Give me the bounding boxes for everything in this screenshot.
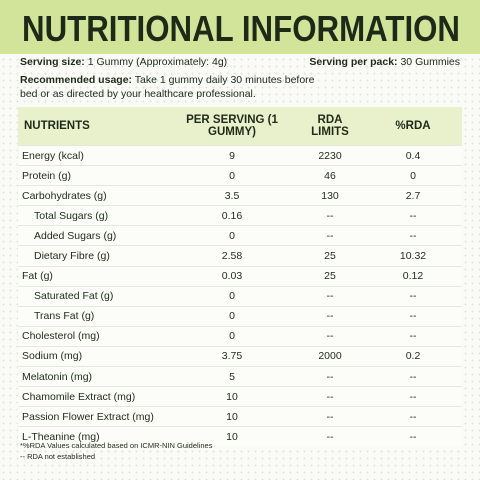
cell: 0 bbox=[168, 165, 296, 186]
cell: 2000 bbox=[296, 345, 364, 367]
serving-size: Serving size: 1 Gummy (Approximately: 4g… bbox=[20, 56, 227, 68]
usage: Recommended usage: Take 1 gummy daily 30… bbox=[20, 73, 320, 101]
column-header: %RDA bbox=[364, 107, 462, 146]
nutrient-name: Cholesterol (mg) bbox=[18, 325, 168, 347]
cell: 0 bbox=[168, 285, 296, 307]
cell: 0.2 bbox=[364, 345, 462, 367]
table-row: Saturated Fat (g) 0 -- -- bbox=[18, 285, 462, 307]
cell: -- bbox=[364, 205, 462, 226]
cell: -- bbox=[296, 305, 364, 327]
nutrient-name: Dietary Fibre (g) bbox=[18, 245, 168, 267]
cell: 10 bbox=[168, 406, 296, 427]
cell: 0 bbox=[364, 165, 462, 186]
nutrient-name: L-Theanine (mg) bbox=[18, 426, 168, 447]
cell: 9 bbox=[168, 144, 296, 166]
header-row: NUTRIENTS PER SERVING (1 GUMMY) RDA LIMITS… bbox=[18, 107, 462, 146]
cell: 10 bbox=[168, 426, 296, 447]
table-body: Energy (kcal) 9 2230 0.4 Protein (g) 0 46 0 Carb… bbox=[18, 144, 462, 447]
cell: -- bbox=[296, 366, 364, 387]
table-row: L-Theanine (mg) 10 -- -- bbox=[18, 426, 462, 447]
cell: 0.16 bbox=[168, 205, 296, 226]
cell: -- bbox=[296, 406, 364, 427]
table-row: Melatonin (mg) 5 -- -- bbox=[18, 366, 462, 387]
table-row: Added Sugars (g) 0 -- -- bbox=[18, 225, 462, 246]
cell: -- bbox=[364, 406, 462, 427]
nutrient-name: Protein (g) bbox=[18, 165, 168, 186]
cell: 0.03 bbox=[168, 265, 296, 287]
cell: -- bbox=[364, 366, 462, 387]
cell: -- bbox=[296, 205, 364, 226]
column-header: RDA LIMITS bbox=[296, 107, 364, 146]
table-row: Fat (g) 0.03 25 0.12 bbox=[18, 265, 462, 287]
table-row: Total Sugars (g) 0.16 -- -- bbox=[18, 205, 462, 226]
serving-pack-label: Serving per pack: bbox=[309, 56, 398, 68]
nutrient-name: Fat (g) bbox=[18, 265, 168, 287]
footnote: *%RDA Values calculated based on ICMR-NI… bbox=[20, 441, 213, 450]
cell: 2.7 bbox=[364, 185, 462, 206]
nutrient-name: Trans Fat (g) bbox=[18, 305, 168, 327]
table-row: Chamomile Extract (mg) 10 -- -- bbox=[18, 386, 462, 407]
cell: 0.4 bbox=[364, 144, 462, 166]
cell: -- bbox=[364, 285, 462, 307]
nutrient-name: Melatonin (mg) bbox=[18, 366, 168, 387]
cell: -- bbox=[296, 325, 364, 347]
cell: 10 bbox=[168, 386, 296, 407]
cell: 25 bbox=[296, 245, 364, 267]
table-row: Passion Flower Extract (mg) 10 -- -- bbox=[18, 406, 462, 427]
title-band: NUTRITIONAL INFORMATION bbox=[0, 0, 480, 54]
cell: -- bbox=[296, 225, 364, 246]
nutrient-name: Energy (kcal) bbox=[18, 144, 168, 166]
serving-pack: Serving per pack: 30 Gummies bbox=[309, 56, 460, 68]
nutrition-table: NUTRIENTS PER SERVING (1 GUMMY) RDA LIMITS… bbox=[18, 107, 462, 447]
serving-size-value: 1 Gummy (Approximately: 4g) bbox=[87, 56, 228, 68]
cell: 2230 bbox=[296, 144, 364, 166]
cell: 0 bbox=[168, 305, 296, 327]
cell: 5 bbox=[168, 366, 296, 387]
cell: -- bbox=[296, 386, 364, 407]
table-row: Dietary Fibre (g) 2.58 25 10.32 bbox=[18, 245, 462, 267]
cell: 2.58 bbox=[168, 245, 296, 267]
title-svg: NUTRITIONAL INFORMATION bbox=[22, 8, 460, 49]
cell: 0 bbox=[168, 325, 296, 347]
title: NUTRITIONAL INFORMATION bbox=[22, 8, 460, 49]
nutrient-name: Total Sugars (g) bbox=[18, 205, 168, 226]
nutrient-name: Saturated Fat (g) bbox=[18, 285, 168, 307]
cell: -- bbox=[364, 386, 462, 407]
cell: 3.75 bbox=[168, 345, 296, 367]
nutrient-name: Sodium (mg) bbox=[18, 345, 168, 367]
cell: 130 bbox=[296, 185, 364, 206]
serving-size-label: Serving size: bbox=[20, 56, 85, 68]
cell: 0 bbox=[168, 225, 296, 246]
column-header: NUTRIENTS bbox=[18, 107, 168, 146]
nutrient-name: Passion Flower Extract (mg) bbox=[18, 406, 168, 427]
table-row: Protein (g) 0 46 0 bbox=[18, 165, 462, 186]
table-row: Energy (kcal) 9 2230 0.4 bbox=[18, 144, 462, 166]
footnote: -- RDA not established bbox=[20, 452, 96, 461]
cell: 0.12 bbox=[364, 265, 462, 287]
cell: 3.5 bbox=[168, 185, 296, 206]
cell: 46 bbox=[296, 165, 364, 186]
nutrient-name: Chamomile Extract (mg) bbox=[18, 386, 168, 407]
cell: -- bbox=[296, 426, 364, 447]
table-row: Carbohydrates (g) 3.5 130 2.7 bbox=[18, 185, 462, 206]
table-row: Trans Fat (g) 0 -- -- bbox=[18, 305, 462, 327]
usage-text: Take 1 gummy daily 30 minutes before bed… bbox=[20, 74, 315, 100]
serving-pack-value: 30 Gummies bbox=[400, 56, 460, 68]
cell: -- bbox=[364, 305, 462, 327]
cell: -- bbox=[364, 426, 462, 447]
table-row: Cholesterol (mg) 0 -- -- bbox=[18, 325, 462, 347]
cell: 10.32 bbox=[364, 245, 462, 267]
cell: -- bbox=[364, 225, 462, 246]
nutrient-name: Carbohydrates (g) bbox=[18, 185, 168, 206]
usage-label: Recommended usage: bbox=[20, 74, 133, 86]
cell: -- bbox=[296, 285, 364, 307]
cell: 25 bbox=[296, 265, 364, 287]
table-row: Sodium (mg) 3.75 2000 0.2 bbox=[18, 345, 462, 367]
cell: -- bbox=[364, 325, 462, 347]
column-header: PER SERVING (1 GUMMY) bbox=[168, 107, 296, 146]
nutrient-name: Added Sugars (g) bbox=[18, 225, 168, 246]
